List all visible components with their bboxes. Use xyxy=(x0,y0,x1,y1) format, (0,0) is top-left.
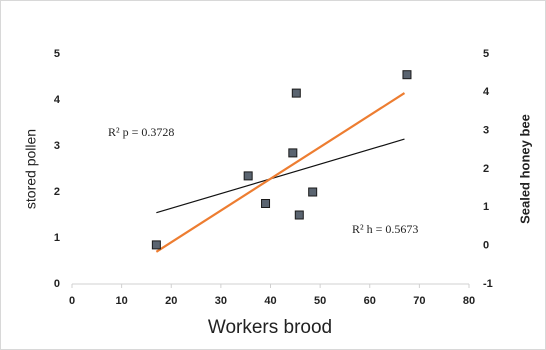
point xyxy=(288,148,298,158)
y2-tick-label: 4 xyxy=(483,86,490,98)
point xyxy=(294,210,304,220)
y2-tick-label: 1 xyxy=(483,201,489,213)
y2-tick-label: -1 xyxy=(483,278,493,290)
y2-tick-label: 3 xyxy=(483,125,489,137)
point xyxy=(151,240,161,250)
x-tick-label: 10 xyxy=(116,295,128,307)
y-tick-label: 1 xyxy=(54,232,60,244)
x-tick-label: 20 xyxy=(165,295,177,307)
y2-tick-label: 0 xyxy=(483,240,489,252)
y-tick-label: 0 xyxy=(54,278,60,290)
point xyxy=(291,88,301,98)
y-tick-label: 5 xyxy=(54,48,60,60)
x-tick-label: 60 xyxy=(364,295,376,307)
y2-tick-label: 2 xyxy=(483,163,489,175)
trend-line xyxy=(156,138,405,214)
annotation: R² p = 0.3728 xyxy=(108,125,174,139)
x-tick-label: 70 xyxy=(413,295,425,307)
annotation: R² h = 0.5673 xyxy=(352,222,418,236)
y-axis-title: stored pollen xyxy=(23,129,39,209)
point xyxy=(261,199,271,208)
point xyxy=(402,70,412,80)
x-tick-label: 50 xyxy=(314,295,326,307)
y-tick-label: 2 xyxy=(54,186,60,198)
y-tick-label: 4 xyxy=(54,94,61,106)
x-tick-label: 40 xyxy=(264,295,276,307)
x-tick-label: 30 xyxy=(215,295,227,307)
point xyxy=(243,171,253,181)
trend-line xyxy=(155,92,406,253)
point xyxy=(308,187,318,197)
x-tick-label: 0 xyxy=(69,295,75,307)
y2-axis-title: Sealed honey bee xyxy=(517,114,532,224)
y-tick-label: 3 xyxy=(54,140,60,152)
x-axis-title: Workers brood xyxy=(208,317,332,338)
x-tick-label: 80 xyxy=(463,295,475,307)
y2-tick-label: 5 xyxy=(483,48,489,60)
